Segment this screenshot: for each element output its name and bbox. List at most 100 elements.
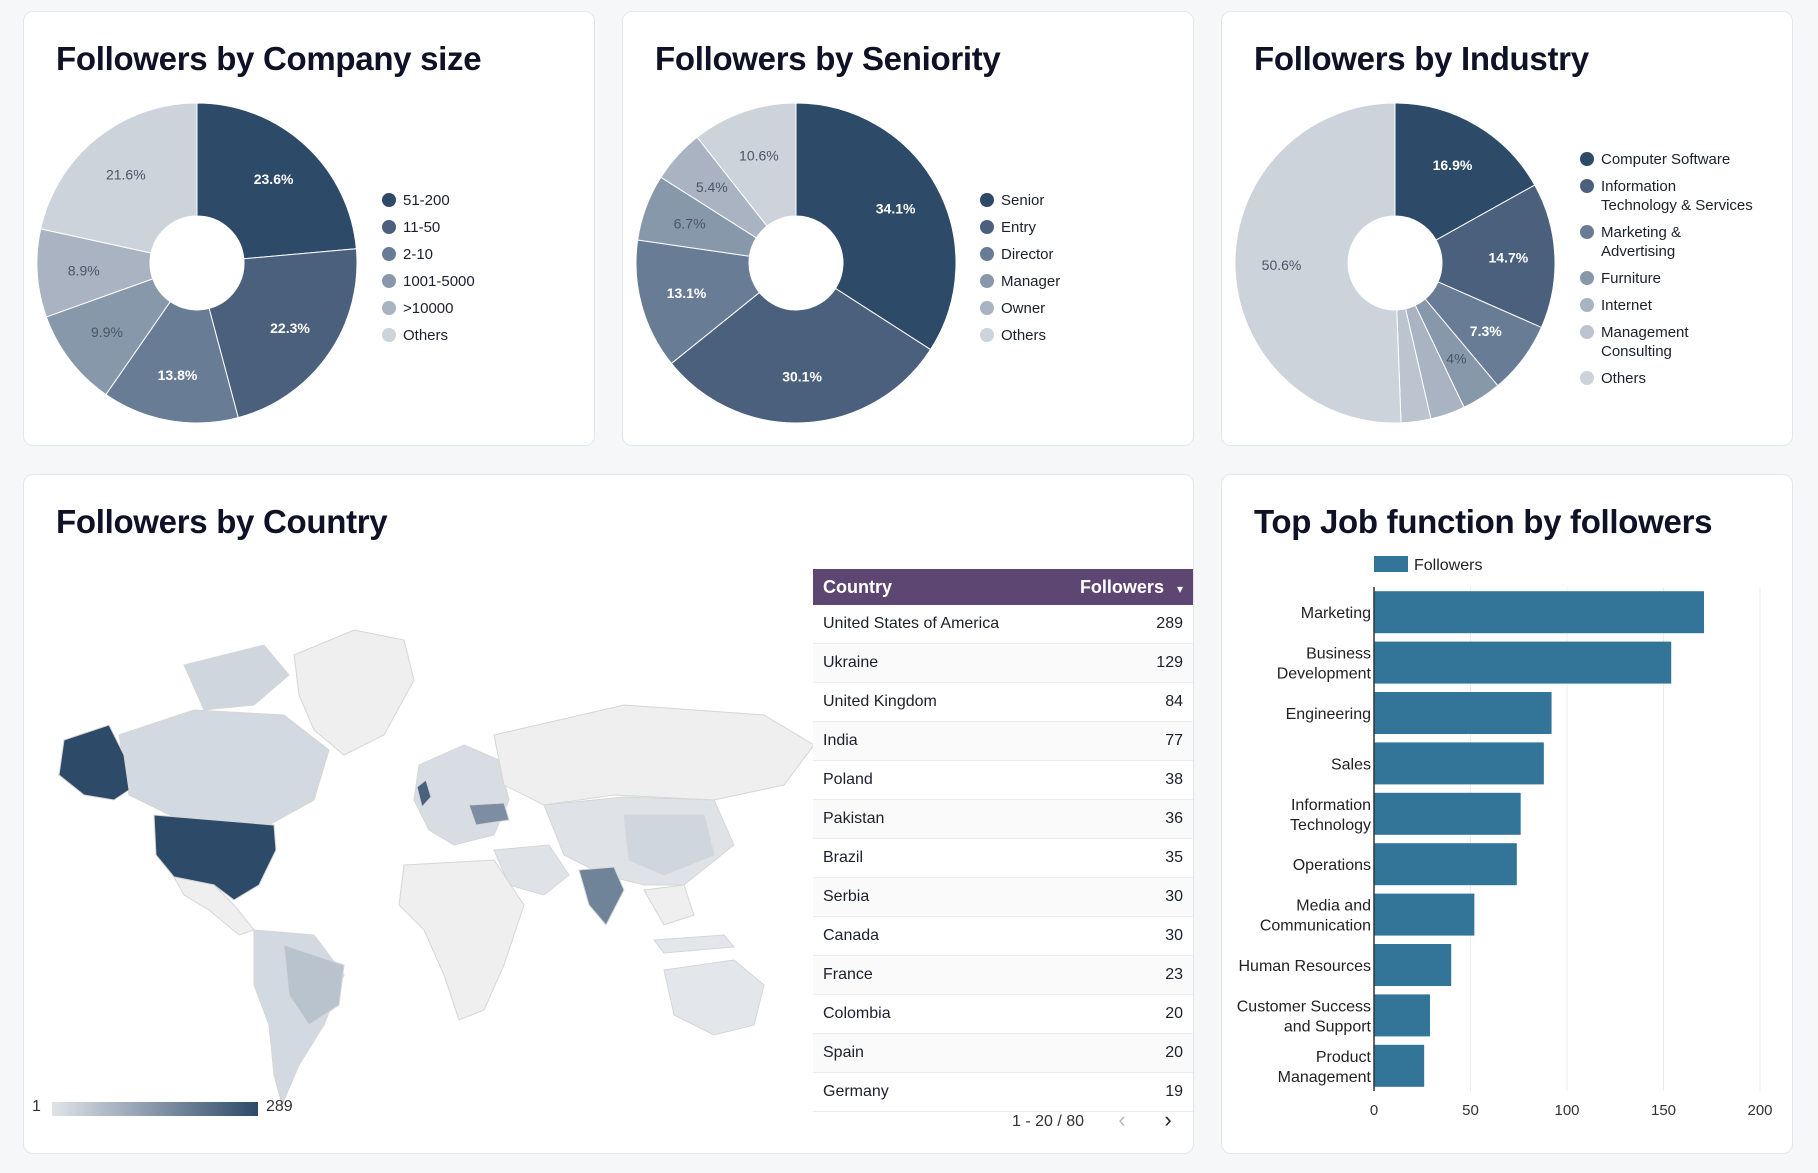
company-size-pie-chart: 23.6% 22.3% 13.8% 9.9% 8.9% 21.6%	[36, 102, 358, 424]
company-size-title: Followers by Company size	[56, 40, 482, 77]
pie-slice-1[interactable]	[670, 287, 932, 424]
pie-slice-2[interactable]	[105, 300, 239, 424]
legend-item[interactable]: Others	[980, 326, 1060, 345]
followers-cell: 30	[1046, 916, 1193, 956]
prev-page-icon[interactable]: ‹	[1118, 1107, 1126, 1132]
next-page-icon[interactable]: ›	[1164, 1107, 1172, 1132]
legend-item[interactable]: Others	[382, 326, 475, 345]
legend-item[interactable]: Entry	[980, 218, 1060, 237]
legend-item[interactable]: Director	[980, 245, 1060, 264]
table-row[interactable]: Pakistan 36	[813, 799, 1193, 839]
map-brazil	[283, 944, 345, 1026]
legend-dot-icon	[1580, 225, 1594, 239]
table-row[interactable]: Canada 30	[813, 916, 1193, 956]
bar[interactable]	[1374, 893, 1475, 936]
legend-item[interactable]: Others	[1580, 369, 1780, 388]
bar[interactable]	[1374, 994, 1430, 1037]
table-row[interactable]: United Kingdom 84	[813, 682, 1193, 722]
industry-title: Followers by Industry	[1254, 40, 1589, 77]
legend-item[interactable]: >10000	[382, 299, 475, 318]
legend-item[interactable]: Management Consulting	[1580, 323, 1780, 361]
pie-slice-5[interactable]	[40, 102, 198, 254]
x-tick-label: 100	[1554, 1102, 1579, 1119]
legend-label: Owner	[1001, 300, 1046, 317]
legend-label: 1001-5000	[403, 273, 475, 290]
pie-slice-label: 8.9%	[68, 262, 100, 278]
legend-item[interactable]: Senior	[980, 191, 1060, 210]
legend-item[interactable]: 11-50	[382, 218, 475, 237]
followers-cell: 20	[1046, 1033, 1193, 1073]
y-category-label: Media and	[1296, 898, 1371, 915]
table-row[interactable]: Poland 38	[813, 760, 1193, 800]
followers-column-header[interactable]: Followers ▾	[1046, 569, 1193, 605]
sort-desc-icon: ▾	[1176, 581, 1183, 596]
legend-item[interactable]: Marketing & Advertising	[1580, 223, 1780, 261]
world-map[interactable]	[24, 585, 814, 1125]
legend-item[interactable]: 1001-5000	[382, 272, 475, 291]
bar[interactable]	[1374, 792, 1521, 835]
legend-dot-icon	[980, 274, 994, 288]
table-row[interactable]: Ukraine 129	[813, 643, 1193, 683]
bar[interactable]	[1374, 843, 1517, 886]
table-row[interactable]: United States of America 289	[813, 605, 1193, 644]
followers-cell: 36	[1046, 799, 1193, 839]
followers-cell: 84	[1046, 682, 1193, 722]
legend-item[interactable]: Information Technology & Services	[1580, 177, 1780, 215]
table-row[interactable]: Brazil 35	[813, 838, 1193, 878]
legend-dot-icon	[980, 247, 994, 261]
legend-label: Others	[1001, 327, 1047, 344]
legend-item[interactable]: Furniture	[1580, 269, 1780, 288]
legend-item[interactable]: Computer Software	[1580, 150, 1780, 169]
country-cell: Serbia	[813, 877, 1047, 917]
bar[interactable]	[1374, 641, 1672, 684]
pie-slice-6[interactable]	[1234, 102, 1402, 424]
table-row[interactable]: India 77	[813, 721, 1193, 761]
followers-cell: 289	[1046, 605, 1193, 644]
followers-cell: 20	[1046, 994, 1193, 1034]
followers-cell: 129	[1046, 643, 1193, 683]
country-column-header[interactable]: Country	[813, 569, 1047, 605]
job-function-card: Top Job function by followers 0 50 100 150 2…	[1221, 474, 1793, 1154]
legend-dot-icon	[1580, 179, 1594, 193]
y-category-label: Technology	[1290, 817, 1371, 834]
legend-label: 2-10	[403, 246, 434, 263]
table-row[interactable]: Colombia 20	[813, 994, 1193, 1034]
legend-dot-icon	[1580, 152, 1594, 166]
pie-slice-5[interactable]	[696, 102, 797, 227]
legend-item[interactable]: Owner	[980, 299, 1060, 318]
pie-slice-label: 7.3%	[1470, 323, 1502, 339]
table-row[interactable]: Serbia 30	[813, 877, 1193, 917]
followers-column-label: Followers	[1079, 576, 1164, 597]
pie-slice-label: 30.1%	[782, 368, 822, 384]
seniority-card: Followers by Seniority 34.1% 30.1% 13.1% 6.…	[622, 11, 1194, 446]
pie-slice-1[interactable]	[1435, 184, 1556, 329]
bar[interactable]	[1374, 944, 1452, 986]
legend-swatch	[1374, 556, 1408, 572]
legend-item[interactable]: Internet	[1580, 296, 1780, 315]
country-cell: United States of America	[813, 605, 1047, 644]
legend-item[interactable]: Manager	[980, 272, 1060, 291]
legend-item[interactable]: 51-200	[382, 191, 475, 210]
pie-slice-0[interactable]	[1394, 102, 1536, 241]
table-row[interactable]: Germany 19	[813, 1072, 1193, 1112]
pie-slice-0[interactable]	[795, 102, 957, 351]
map-color-scale-bar	[52, 1102, 258, 1116]
map-russia	[493, 704, 814, 806]
table-row[interactable]: Spain 20	[813, 1033, 1193, 1073]
legend-item[interactable]: 2-10	[382, 245, 475, 264]
pie-slice-2[interactable]	[635, 239, 761, 365]
legend-label-line: Consulting	[1601, 343, 1672, 360]
country-table-header: Country Followers ▾	[813, 569, 1193, 605]
pie-slice-1[interactable]	[208, 248, 358, 419]
table-row[interactable]: France 23	[813, 955, 1193, 995]
bar[interactable]	[1374, 591, 1705, 634]
pie-slice-label: 50.6%	[1262, 257, 1302, 273]
legend-dot-icon	[382, 328, 396, 342]
bar[interactable]	[1374, 1044, 1425, 1087]
legend-label: Marketing & Advertising	[1601, 223, 1681, 261]
followers-cell: 35	[1046, 838, 1193, 878]
pie-slice-0[interactable]	[196, 102, 357, 260]
bar[interactable]	[1374, 692, 1552, 734]
bar[interactable]	[1374, 742, 1544, 785]
pie-slice-label: 4%	[1446, 350, 1466, 366]
